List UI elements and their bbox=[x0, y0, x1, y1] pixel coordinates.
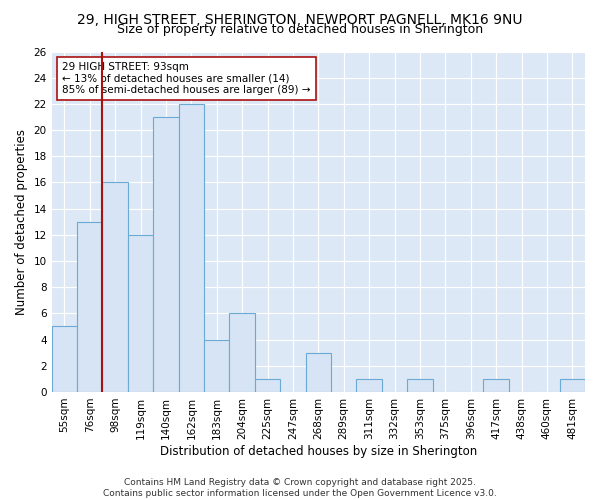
Text: Size of property relative to detached houses in Sherington: Size of property relative to detached ho… bbox=[117, 22, 483, 36]
Bar bbox=[153, 117, 179, 392]
Bar bbox=[179, 104, 204, 392]
Bar bbox=[77, 222, 103, 392]
Bar bbox=[128, 235, 153, 392]
Bar bbox=[305, 352, 331, 392]
Bar bbox=[204, 340, 229, 392]
Bar bbox=[229, 314, 255, 392]
Text: Contains HM Land Registry data © Crown copyright and database right 2025.
Contai: Contains HM Land Registry data © Crown c… bbox=[103, 478, 497, 498]
X-axis label: Distribution of detached houses by size in Sherington: Distribution of detached houses by size … bbox=[160, 444, 477, 458]
Bar bbox=[52, 326, 77, 392]
Bar bbox=[103, 182, 128, 392]
Bar bbox=[560, 379, 585, 392]
Bar bbox=[356, 379, 382, 392]
Bar bbox=[484, 379, 509, 392]
Bar bbox=[255, 379, 280, 392]
Y-axis label: Number of detached properties: Number of detached properties bbox=[15, 128, 28, 314]
Text: 29, HIGH STREET, SHERINGTON, NEWPORT PAGNELL, MK16 9NU: 29, HIGH STREET, SHERINGTON, NEWPORT PAG… bbox=[77, 12, 523, 26]
Text: 29 HIGH STREET: 93sqm
← 13% of detached houses are smaller (14)
85% of semi-deta: 29 HIGH STREET: 93sqm ← 13% of detached … bbox=[62, 62, 311, 95]
Bar bbox=[407, 379, 433, 392]
